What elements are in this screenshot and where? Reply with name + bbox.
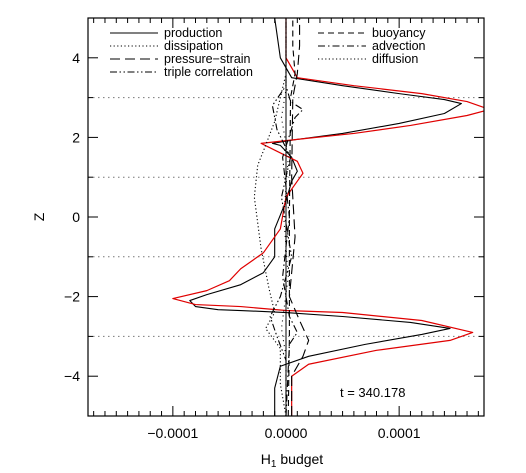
y-axis-label: Z <box>31 212 47 221</box>
series-buoyancy <box>287 18 296 416</box>
x-tick-label: 0.0000 <box>265 425 308 441</box>
series-total <box>172 18 484 416</box>
x-axis-label-main: H <box>261 451 271 467</box>
legend-left-label: pressure−strain <box>164 52 251 66</box>
legend-left-label: triple correlation <box>164 65 253 79</box>
reference-lines <box>88 97 484 337</box>
legend-left-label: production <box>164 26 222 40</box>
legend-right-label: buoyancy <box>372 26 426 40</box>
y-tick-label: −2 <box>64 289 80 305</box>
series-layer <box>172 18 484 416</box>
series-triple-correlation <box>269 18 293 416</box>
x-tick-label: 0.0001 <box>378 425 421 441</box>
series-production <box>189 18 462 416</box>
x-tick-label: −0.0001 <box>147 425 198 441</box>
y-tick-label: −4 <box>64 368 80 384</box>
legend-right-label: advection <box>372 39 426 53</box>
time-annotation: t = 340.178 <box>340 385 405 400</box>
axis-ticks: −4 −2 0 2 4 −0.0001 0.0000 0.0001 <box>64 17 484 441</box>
series-pressure-strain <box>288 18 310 416</box>
y-tick-label: 4 <box>72 50 80 66</box>
y-tick-label: 2 <box>72 129 80 145</box>
series-dissipation <box>253 18 287 416</box>
x-axis-label-sub: 1 <box>271 459 277 470</box>
x-axis-label: H1 budget <box>261 451 324 470</box>
legend-right-label: diffusion <box>372 52 418 66</box>
x-axis-label-rest: budget <box>276 451 323 467</box>
legend: productiondissipationpressure−straintrip… <box>110 26 426 79</box>
y-tick-label: 0 <box>72 209 80 225</box>
legend-left-label: dissipation <box>164 39 223 53</box>
